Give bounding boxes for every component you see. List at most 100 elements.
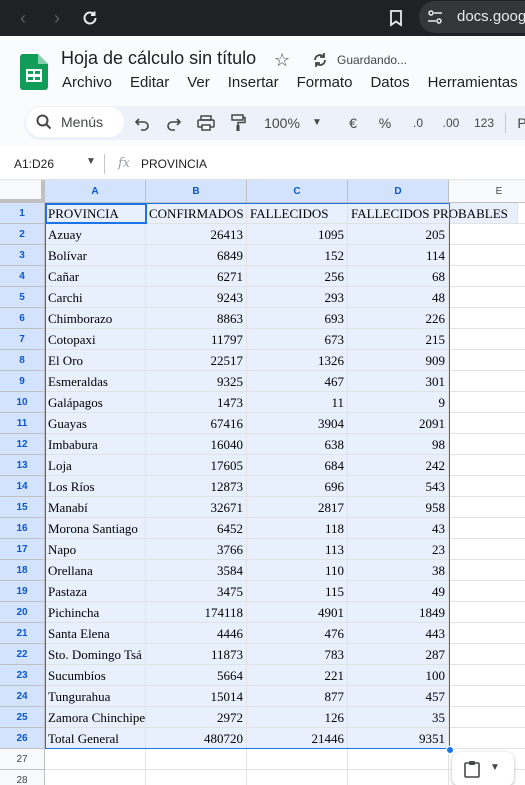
row-header[interactable]: 1 (0, 203, 45, 224)
grid-cell[interactable]: Zamora Chinchipe (45, 707, 146, 728)
row-header[interactable]: 11 (0, 413, 45, 434)
grid-cell[interactable]: 2972 (146, 707, 247, 728)
grid-cell[interactable]: Sto. Domingo Tsá (45, 644, 146, 665)
grid-cell[interactable]: Pichincha (45, 602, 146, 623)
grid-cell[interactable] (449, 560, 525, 581)
menu-herramientas[interactable]: Herramientas (427, 74, 518, 91)
grid-cell[interactable]: 126 (247, 707, 348, 728)
paint-format-icon[interactable] (228, 112, 248, 134)
grid-cell[interactable]: 2817 (247, 497, 348, 518)
menu-formato[interactable]: Formato (296, 74, 353, 91)
grid-cell[interactable]: 115 (247, 581, 348, 602)
grid-cell[interactable] (247, 770, 348, 785)
grid-cell[interactable]: 21446 (247, 728, 348, 749)
column-header-e[interactable]: E (449, 180, 525, 203)
grid-cell[interactable]: 11 (247, 392, 348, 413)
grid-cell[interactable]: 68 (348, 266, 449, 287)
grid-cell[interactable] (449, 350, 525, 371)
grid-cell[interactable]: 215 (348, 329, 449, 350)
grid-cell[interactable]: 467 (247, 371, 348, 392)
row-header[interactable]: 22 (0, 644, 45, 665)
grid-cell[interactable]: 9351 (348, 728, 449, 749)
grid-cell[interactable]: Tungurahua (45, 686, 146, 707)
grid-cell[interactable]: 100 (348, 665, 449, 686)
fill-handle[interactable] (446, 746, 454, 754)
sheets-logo-icon[interactable] (20, 54, 48, 90)
grid-cell[interactable]: 1326 (247, 350, 348, 371)
grid-cell[interactable]: 8863 (146, 308, 247, 329)
spreadsheet-grid[interactable]: A B C D E 1 PROVINCIA CONFIRMADOS FALLECIDO… (0, 180, 525, 785)
menu-archivo[interactable]: Archivo (62, 74, 113, 91)
font-select[interactable]: P (517, 115, 525, 131)
menu-ver[interactable]: Ver (187, 74, 210, 91)
grid-cell[interactable]: 1095 (247, 224, 348, 245)
grid-cell[interactable] (247, 749, 348, 770)
grid-cell[interactable] (449, 497, 525, 518)
grid-cell[interactable]: Pastaza (45, 581, 146, 602)
row-header[interactable]: 10 (0, 392, 45, 413)
grid-cell[interactable] (449, 413, 525, 434)
grid-cell[interactable]: 11797 (146, 329, 247, 350)
grid-cell[interactable] (45, 749, 146, 770)
grid-cell[interactable]: 205 (348, 224, 449, 245)
grid-cell[interactable]: Esmeraldas (45, 371, 146, 392)
row-header[interactable]: 18 (0, 560, 45, 581)
grid-cell[interactable]: 443 (348, 623, 449, 644)
grid-cell[interactable] (449, 224, 525, 245)
currency-format-button[interactable]: € (349, 115, 357, 131)
grid-cell[interactable]: 17605 (146, 455, 247, 476)
grid-cell[interactable]: 67416 (146, 413, 247, 434)
undo-icon[interactable] (132, 112, 152, 134)
grid-cell[interactable]: Loja (45, 455, 146, 476)
grid-cell[interactable]: Total General (45, 728, 146, 749)
row-header[interactable]: 7 (0, 329, 45, 350)
grid-cell[interactable]: Galápagos (45, 392, 146, 413)
grid-cell[interactable]: 638 (247, 434, 348, 455)
grid-cell[interactable]: 221 (247, 665, 348, 686)
grid-cell[interactable] (449, 308, 525, 329)
grid-cell[interactable]: 114 (348, 245, 449, 266)
grid-cell[interactable]: 6452 (146, 518, 247, 539)
grid-cell[interactable]: 49 (348, 581, 449, 602)
grid-cell[interactable]: Carchi (45, 287, 146, 308)
back-icon[interactable]: ‹ (20, 8, 26, 28)
row-header[interactable]: 5 (0, 287, 45, 308)
grid-cell[interactable]: 293 (247, 287, 348, 308)
grid-cell[interactable]: 1849 (348, 602, 449, 623)
grid-cell[interactable] (449, 728, 525, 749)
grid-cell[interactable]: 118 (247, 518, 348, 539)
grid-cell[interactable]: 5664 (146, 665, 247, 686)
grid-cell[interactable]: 174118 (146, 602, 247, 623)
grid-cell[interactable]: 242 (348, 455, 449, 476)
formula-input[interactable]: PROVINCIA (141, 157, 208, 171)
column-header-b[interactable]: B (146, 180, 247, 203)
grid-cell[interactable]: Guayas (45, 413, 146, 434)
grid-cell[interactable]: 783 (247, 644, 348, 665)
row-header[interactable]: 26 (0, 728, 45, 749)
row-header[interactable]: 15 (0, 497, 45, 518)
row-header[interactable]: 28 (0, 770, 45, 785)
increase-decimal-button[interactable]: .00 (442, 116, 460, 130)
row-header[interactable]: 8 (0, 350, 45, 371)
grid-cell[interactable] (449, 518, 525, 539)
grid-cell[interactable] (449, 371, 525, 392)
grid-cell[interactable] (449, 455, 525, 476)
grid-cell[interactable] (449, 539, 525, 560)
grid-cell[interactable] (449, 392, 525, 413)
column-header-a[interactable]: A (45, 180, 146, 203)
column-header-c[interactable]: C (247, 180, 348, 203)
grid-cell[interactable] (146, 770, 247, 785)
reload-icon[interactable] (78, 6, 102, 30)
grid-cell[interactable]: Napo (45, 539, 146, 560)
grid-cell[interactable]: 543 (348, 476, 449, 497)
grid-cell[interactable]: FALLECIDOS PROBABLES (348, 203, 518, 224)
grid-cell[interactable] (449, 329, 525, 350)
name-box-dropdown-icon[interactable]: ▼ (86, 156, 96, 167)
grid-cell[interactable]: Chimborazo (45, 308, 146, 329)
grid-cell[interactable]: 3766 (146, 539, 247, 560)
grid-cell[interactable]: 32671 (146, 497, 247, 518)
row-header[interactable]: 3 (0, 245, 45, 266)
grid-cell[interactable] (449, 707, 525, 728)
grid-cell[interactable]: Cañar (45, 266, 146, 287)
grid-cell[interactable]: 256 (247, 266, 348, 287)
